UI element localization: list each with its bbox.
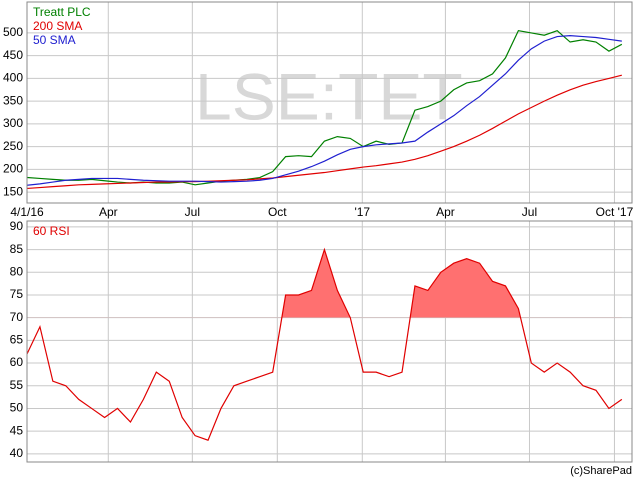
y-tick-label: 80	[10, 264, 24, 278]
series-line	[27, 74, 622, 190]
x-tick-label: Oct '17	[596, 205, 634, 219]
y-tick-label: 350	[3, 93, 23, 107]
y-tick-label: 300	[3, 116, 23, 130]
y-tick-label: 400	[3, 71, 23, 85]
plot-frame	[26, 1, 633, 204]
x-tick-label: Jul	[185, 205, 200, 219]
x-tick-label: '17	[354, 205, 370, 219]
x-tick-label: Apr	[436, 205, 455, 219]
x-tick-label: Jul	[522, 205, 537, 219]
y-tick-label: 250	[3, 139, 23, 153]
legend-entry: 200 SMA	[33, 19, 82, 33]
y-tick-label: 65	[10, 333, 24, 347]
y-tick-label: 200	[3, 162, 23, 176]
series-line	[27, 247, 623, 441]
x-tick-label: Apr	[99, 205, 118, 219]
y-tick-label: 55	[10, 378, 24, 392]
overbought-fill	[27, 249, 622, 318]
y-tick-label: 60	[10, 355, 24, 369]
y-tick-label: 40	[10, 446, 24, 460]
x-tick-label: 4/1/16	[10, 205, 44, 219]
source-credit: (c)SharePad	[570, 465, 632, 477]
y-tick-label: 150	[3, 184, 23, 198]
series-line	[27, 35, 622, 186]
y-tick-label: 70	[10, 310, 24, 324]
y-tick-label: 90	[10, 219, 24, 233]
y-tick-label: 75	[10, 287, 24, 301]
legend-entry: Treatt PLC	[33, 5, 91, 19]
x-tick-label: Oct	[268, 205, 287, 219]
y-tick-label: 500	[3, 25, 23, 39]
watermark: LSE:TET	[195, 59, 463, 133]
legend-entry: 50 SMA	[33, 33, 76, 47]
plot-frame	[26, 220, 633, 463]
y-tick-label: 50	[10, 401, 24, 415]
y-tick-label: 450	[3, 48, 23, 62]
y-tick-label: 85	[10, 242, 24, 256]
y-tick-label: 45	[10, 423, 24, 437]
legend-entry: 60 RSI	[33, 224, 70, 238]
